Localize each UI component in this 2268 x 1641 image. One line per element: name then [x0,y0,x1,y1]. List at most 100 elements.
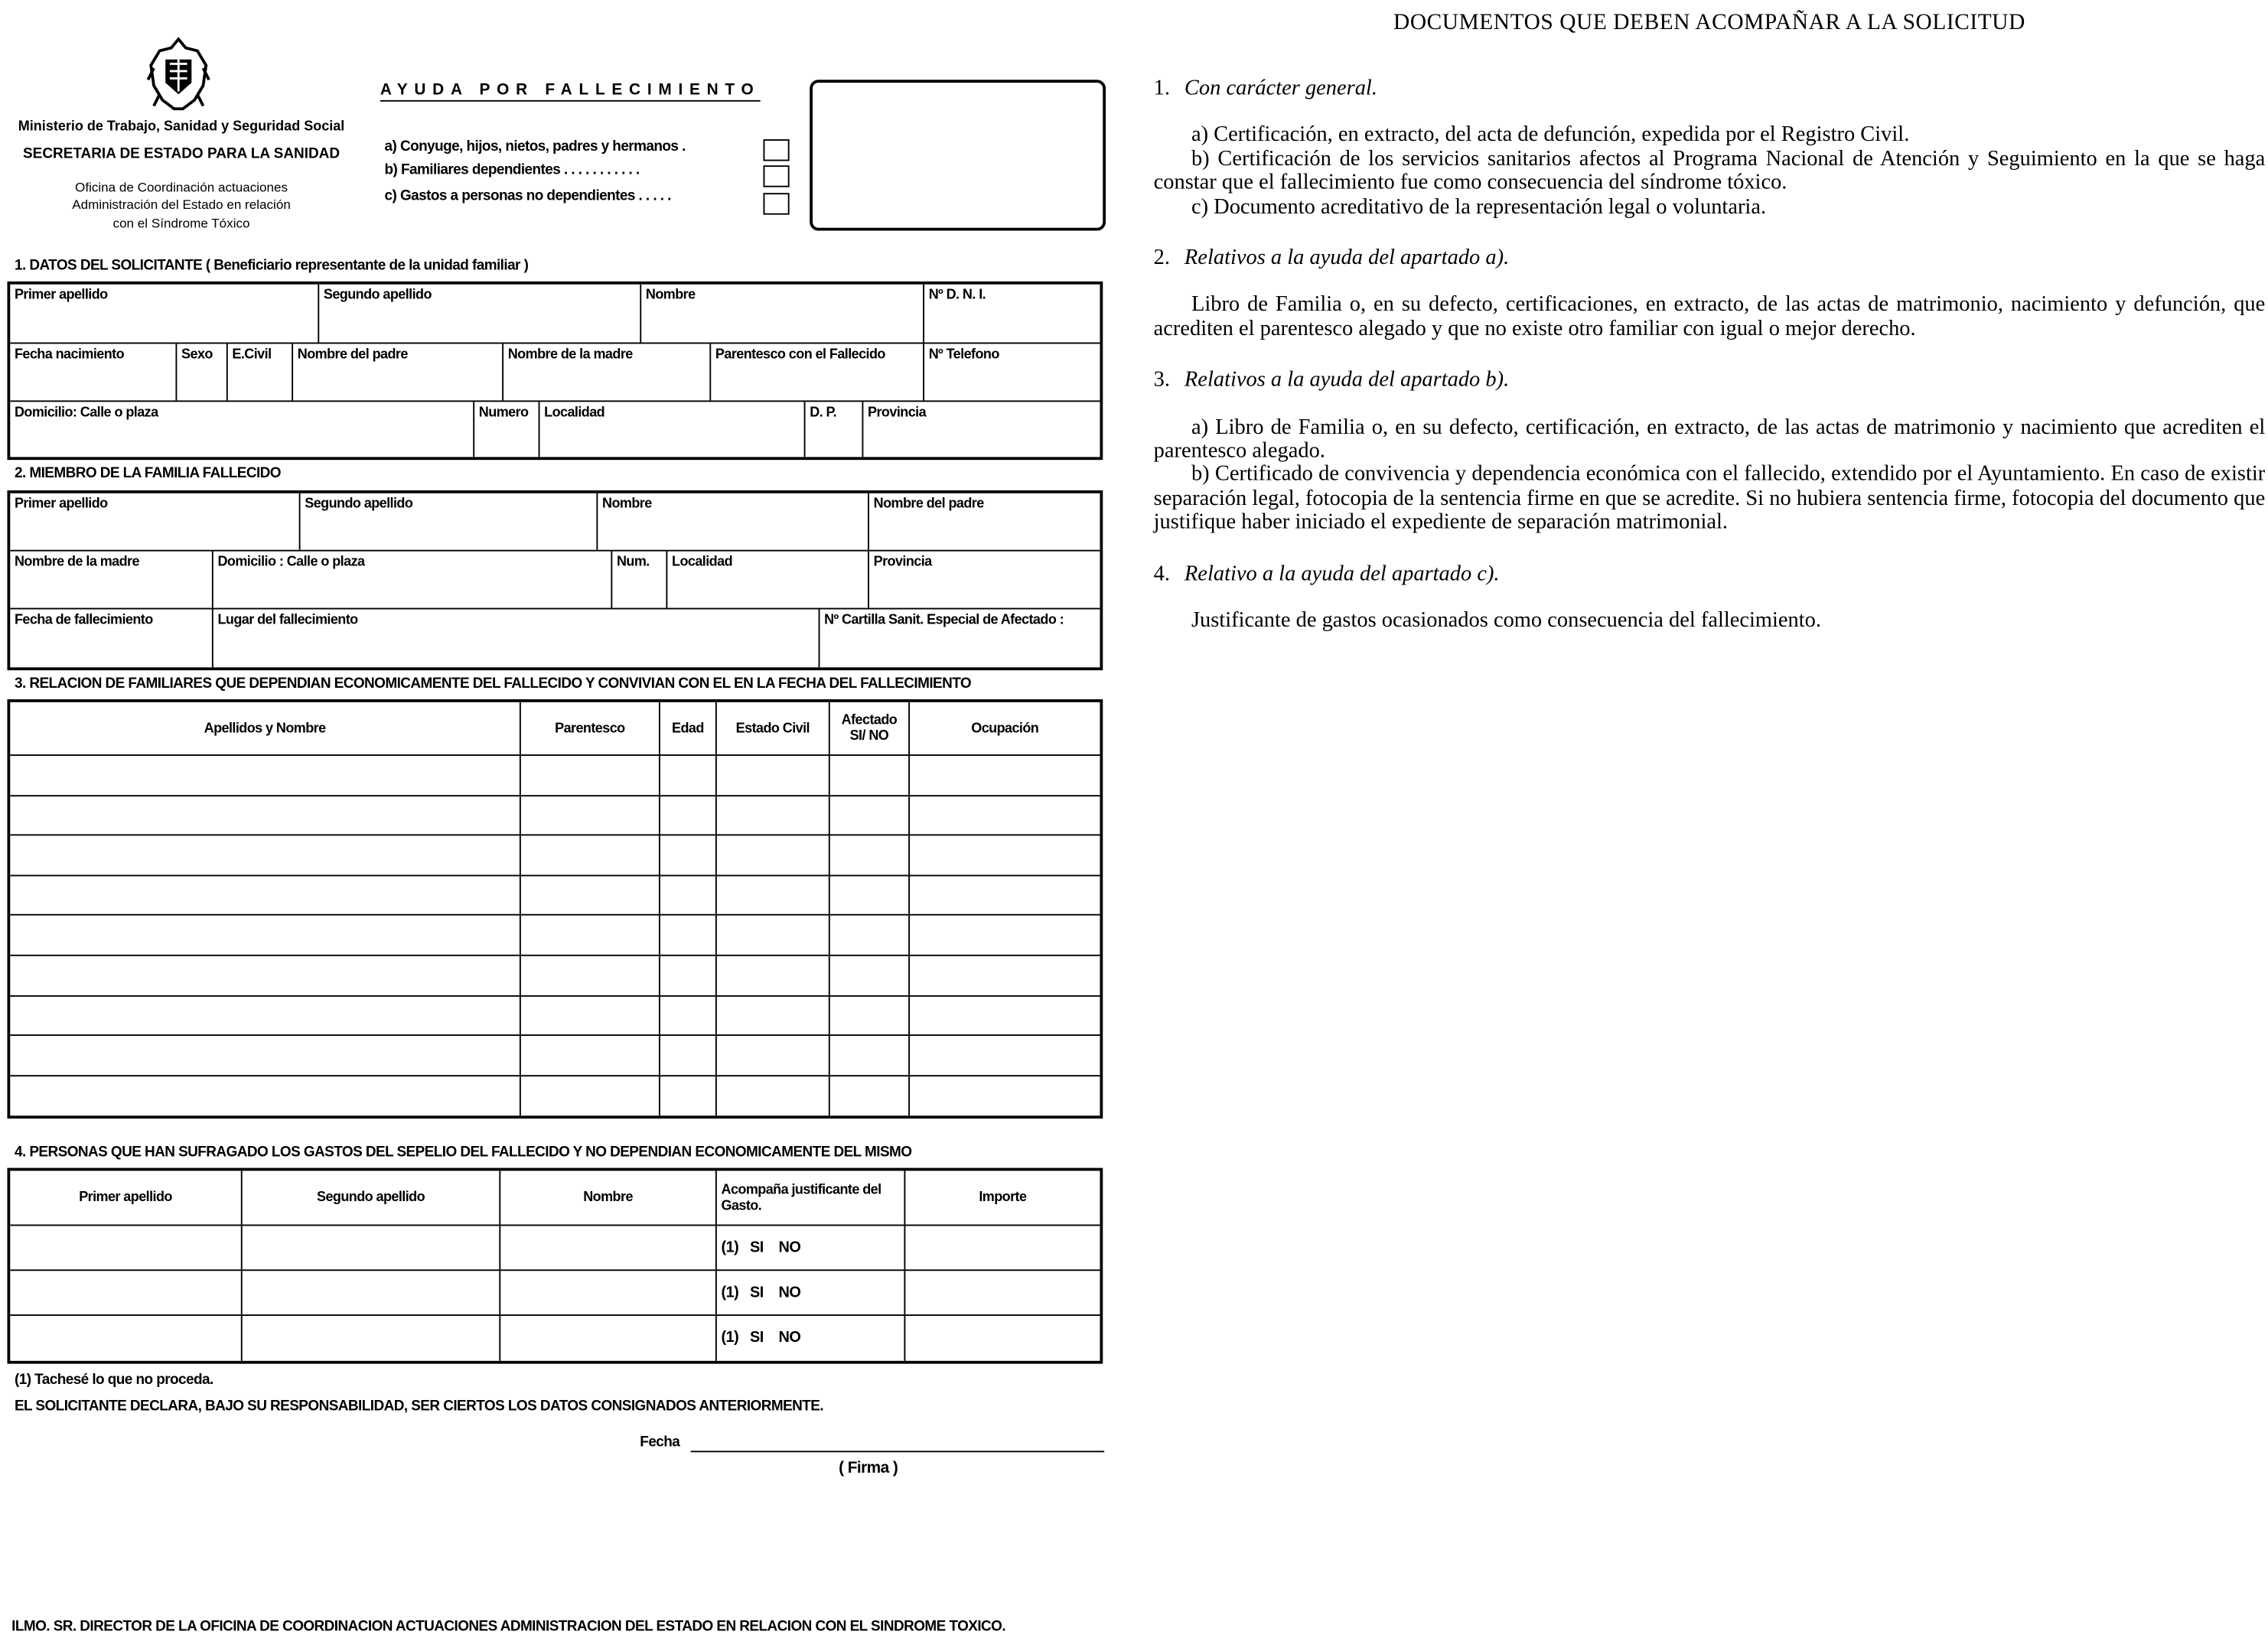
applicant-field-e-civil[interactable]: E.Civil [228,344,294,401]
deceased-field-nombre-de-la-madre[interactable]: Nombre de la madre [10,551,213,608]
table-cell[interactable] [910,796,1100,834]
table-cell[interactable] [910,876,1100,914]
table-cell[interactable] [10,1226,243,1270]
table-cell[interactable] [910,836,1100,874]
table-cell[interactable] [910,1036,1100,1074]
table-cell[interactable] [905,1271,1100,1314]
applicant-field-domicilio-calle-o-plaza[interactable]: Domicilio: Calle o plaza [10,402,475,457]
table-cell[interactable] [521,995,660,1035]
table-cell[interactable] [521,876,660,915]
table-cell[interactable] [10,1316,243,1361]
table-cell[interactable] [521,796,660,835]
table-cell[interactable] [500,1226,717,1270]
applicant-field-n-d-n-i[interactable]: Nº D. N. I. [928,287,986,304]
applicant-field-localidad[interactable]: Localidad [539,402,806,457]
table-cell[interactable] [660,876,717,915]
table-cell[interactable] [660,1036,717,1075]
table-cell[interactable] [10,916,521,955]
table-cell[interactable] [660,835,717,875]
table-cell[interactable] [660,916,717,955]
applicant-field-numero[interactable]: Numero [474,402,540,457]
applicant-field-nombre-de-la-madre[interactable]: Nombre de la madre [503,344,712,401]
applicant-field-sexo[interactable]: Sexo [177,344,228,401]
table-cell[interactable] [10,956,521,995]
applicant-field-d-p[interactable]: D. P. [806,402,864,457]
justificante-si-no-choice[interactable]: (1) SI NO [717,1316,906,1361]
table-cell[interactable] [10,876,521,915]
table-cell[interactable] [717,796,830,835]
deceased-field-provincia[interactable]: Provincia [873,554,933,571]
justificante-si-no-choice[interactable]: (1) SI NO [717,1226,906,1270]
applicant-field-nombre-del-padre[interactable]: Nombre del padre [293,344,504,401]
deceased-field-nombre[interactable]: Nombre [598,493,869,550]
date-signature-line[interactable] [690,1451,1105,1453]
table-cell[interactable] [910,996,1100,1034]
table-cell[interactable] [717,835,830,875]
table-cell[interactable] [717,876,830,915]
table-cell[interactable] [521,1076,660,1116]
table-cell[interactable] [910,1076,1100,1116]
applicant-field-primer-apellido[interactable]: Primer apellido [10,284,320,343]
applicant-field-segundo-apellido[interactable]: Segundo apellido [319,284,642,343]
deceased-field-fecha-de-fallecimiento[interactable]: Fecha de fallecimiento [10,609,213,668]
table-cell[interactable] [660,956,717,995]
table-cell[interactable] [717,1036,830,1075]
table-cell[interactable] [660,1076,717,1116]
table-cell[interactable] [717,756,830,795]
table-cell[interactable] [521,916,660,955]
table-cell[interactable] [717,995,830,1035]
table-cell[interactable] [10,796,521,835]
table-cell[interactable] [910,956,1100,995]
table-cell[interactable] [243,1226,501,1270]
table-cell[interactable] [910,916,1100,954]
table-cell[interactable] [830,995,911,1035]
table-cell[interactable] [10,1271,243,1315]
table-cell[interactable] [521,956,660,995]
applicant-field-provincia[interactable]: Provincia [868,405,927,421]
option-c-checkbox[interactable] [763,193,790,215]
table-cell[interactable] [521,835,660,875]
table-cell[interactable] [830,1076,911,1116]
deceased-field-localidad[interactable]: Localidad [667,551,869,608]
table-cell[interactable] [830,1036,911,1075]
table-cell[interactable] [910,756,1100,794]
table-cell[interactable] [830,835,911,875]
table-cell[interactable] [10,756,521,795]
table-cell[interactable] [830,756,911,795]
table-cell[interactable] [830,916,911,955]
deceased-field-n-cartilla-sanit-especial-de-afectado[interactable]: Nº Cartilla Sanit. Especial de Afectado … [824,612,1064,629]
applicant-field-nombre[interactable]: Nombre [641,284,925,343]
table-cell[interactable] [10,995,521,1035]
table-cell[interactable] [521,756,660,795]
deceased-field-num[interactable]: Num. [612,551,668,608]
table-cell[interactable] [905,1316,1100,1361]
table-cell[interactable] [830,796,911,835]
table-cell[interactable] [10,835,521,875]
applicant-field-fecha-nacimiento[interactable]: Fecha nacimiento [10,344,178,401]
deceased-field-primer-apellido[interactable]: Primer apellido [10,493,301,550]
table-cell[interactable] [10,1036,521,1075]
deceased-field-nombre-del-padre[interactable]: Nombre del padre [873,496,985,513]
justificante-si-no-choice[interactable]: (1) SI NO [717,1271,906,1315]
table-cell[interactable] [500,1271,717,1315]
deceased-field-lugar-del-fallecimiento[interactable]: Lugar del fallecimiento [213,609,820,668]
table-cell[interactable] [717,916,830,955]
deceased-field-segundo-apellido[interactable]: Segundo apellido [301,493,598,550]
table-cell[interactable] [830,956,911,995]
deceased-field-domicilio-calle-o-plaza[interactable]: Domicilio : Calle o plaza [213,551,613,608]
table-cell[interactable] [10,1076,521,1116]
option-b-checkbox[interactable] [763,165,790,187]
table-cell[interactable] [500,1316,717,1361]
table-cell[interactable] [717,1076,830,1116]
option-a-checkbox[interactable] [763,139,790,161]
table-cell[interactable] [660,756,717,795]
table-cell[interactable] [243,1316,501,1361]
table-cell[interactable] [660,995,717,1035]
table-cell[interactable] [243,1271,501,1315]
table-cell[interactable] [660,796,717,835]
table-cell[interactable] [521,1036,660,1075]
applicant-field-n-telefono[interactable]: Nº Telefono [928,347,1000,363]
table-cell[interactable] [717,956,830,995]
table-cell[interactable] [905,1226,1100,1269]
table-cell[interactable] [830,876,911,915]
